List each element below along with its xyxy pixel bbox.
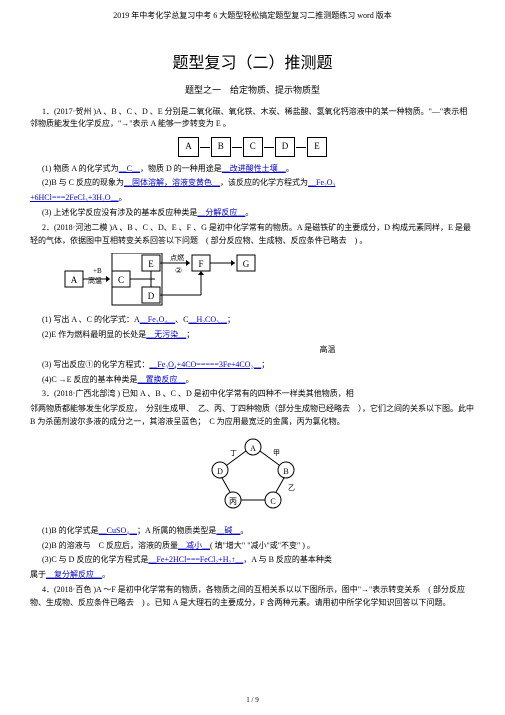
subtitle: 题型之一 给定物质、提示物质型 <box>30 84 475 98</box>
q4-text: 4．(2018·百色 )A ～F 是初中化学常有的物质，各物质之间的互相关系以以… <box>30 584 475 610</box>
flow-diagram: A +B 高温 C E D 点燃 ② F G <box>60 253 310 308</box>
q3-sub3-line2: 属于__复分解反应__。 <box>30 569 475 582</box>
answer: __改进酸性土壤__ <box>222 164 286 173</box>
box-c: C <box>243 137 263 157</box>
q2-sub1: (1) 写出 A 、C 的化学式：A__Fe₃O₄__、C__H₂CO₃__； <box>30 314 475 327</box>
svg-text:A: A <box>250 444 256 453</box>
svg-text:点燃: 点燃 <box>170 253 184 262</box>
answer: __Fe₂O₃ <box>308 178 335 187</box>
main-title: 题型复习（二）推测题 <box>30 52 475 76</box>
connector <box>200 147 210 148</box>
svg-text:高温: 高温 <box>88 276 102 285</box>
svg-text:+B: +B <box>93 267 102 275</box>
answer: __减小__ <box>178 541 210 550</box>
q1-sub3: (3) 上述化学反应没有涉及的基本反应种类是__分解反应__。 <box>30 207 475 220</box>
answer: __碱__ <box>216 526 240 535</box>
connector <box>296 147 306 148</box>
answer: +6HCl===2FeCl₃+3H₂O__ <box>30 193 119 202</box>
answer: __CuSO₄__ <box>99 526 137 535</box>
answer: __Fe₃O₄+4CO=====3Fe+4CO₂__ <box>149 360 261 369</box>
answer: __C__ <box>119 164 140 173</box>
connector <box>264 147 274 148</box>
svg-text:②: ② <box>175 266 182 275</box>
page-footer: 1 / 9 <box>0 695 505 706</box>
svg-text:丁: 丁 <box>230 449 237 457</box>
answer: __置换反应__ <box>138 375 186 384</box>
pentagon-svg: A B C 丙 D 甲 乙 丁 <box>198 435 308 515</box>
q3-sub1: (1)B 的化学式是__CuSO₄__；A 所属的物质类型是__碱__。 <box>30 525 475 538</box>
answer: __分解反应__ <box>197 208 245 217</box>
svg-text:D: D <box>148 291 155 301</box>
svg-text:F: F <box>198 259 203 269</box>
svg-text:C: C <box>118 275 124 285</box>
page-header: 2019 年中考化学总复习中考 6 大题型轻松搞定题型复习二推测题练习 word… <box>30 10 475 22</box>
answer: __Fe₃O₄__ <box>140 315 175 324</box>
q1-sub1: (1) 物质 A 的化学式为__C__，物质 D 的一种用途是__改进酸性土壤_… <box>30 163 475 176</box>
q3-pentagon-diagram: A B C 丙 D 甲 乙 丁 <box>30 435 475 519</box>
answer: __固体溶解，溶液变黄色__ <box>124 178 220 187</box>
answer: __Fe+2HCl===FeCl₂+H₂↑__ <box>148 555 243 564</box>
q2-diagram: A +B 高温 C E D 点燃 ② F G <box>30 253 475 308</box>
answer: __无污染__ <box>146 330 186 339</box>
q2-sub4: (4)C →E 反应的基本种类是__置换反应__。 <box>30 374 475 387</box>
gaowen-label: 高温 <box>30 344 475 357</box>
box-e: E <box>307 137 327 157</box>
svg-text:甲: 甲 <box>273 449 280 457</box>
q1-sub2: (2)B 与 C 反应的现象为__固体溶解，溶液变黄色__，该反应的化学方程式为… <box>30 177 475 190</box>
q3-text1: 3．(2018·广西北部湾 ) 已知 A 、B 、C 、D 是初中化学常有的四种… <box>30 388 475 401</box>
q2-sub3: (3) 写出反应①的化学方程式：__Fe₃O₄+4CO=====3Fe+4CO₂… <box>30 359 475 372</box>
svg-text:E: E <box>148 259 154 269</box>
box-d: D <box>275 137 296 157</box>
svg-text:乙: 乙 <box>288 484 295 492</box>
svg-text:B: B <box>283 467 288 476</box>
svg-text:D: D <box>217 467 223 476</box>
box-b: B <box>211 137 231 157</box>
answer: __复分解反应__ <box>46 570 102 579</box>
box-a: A <box>178 137 199 157</box>
answer: __H₂CO₃__ <box>188 315 226 324</box>
svg-text:丙: 丙 <box>229 497 237 506</box>
q2-text: 2．(2018·河池二模 )A 、B 、C 、D、E 、F 、G 是初中化学常有… <box>30 222 475 248</box>
connector <box>232 147 242 148</box>
q3-sub3: (3)C 与 D 反应的化学方程式是__Fe+2HCl===FeCl₂+H₂↑_… <box>30 554 475 567</box>
svg-text:A: A <box>71 275 78 285</box>
q3-sub2: (2)B 的溶液与 C 反应后，溶液的质量__减小__( 填"增大" "减小"或… <box>30 540 475 553</box>
q1-text: 1．(2017·贺州 )A 、B 、C 、D 、E 分别是二氧化碳、氧化铁、木炭… <box>30 106 475 132</box>
q1-sub2-line2: +6HCl===2FeCl₃+3H₂O__。 <box>30 192 475 205</box>
q1-diagram: ABCDE <box>30 137 475 157</box>
q3-text2: 邻两物质都能够发生化学反应， 分别生成甲、 乙、丙、丁四种物质（部分生成物已经略… <box>30 403 475 429</box>
svg-text:C: C <box>270 497 275 506</box>
svg-text:G: G <box>243 259 250 269</box>
q2-sub2: (2)E 作为燃料最明显的长处是__无污染__； <box>30 329 475 342</box>
